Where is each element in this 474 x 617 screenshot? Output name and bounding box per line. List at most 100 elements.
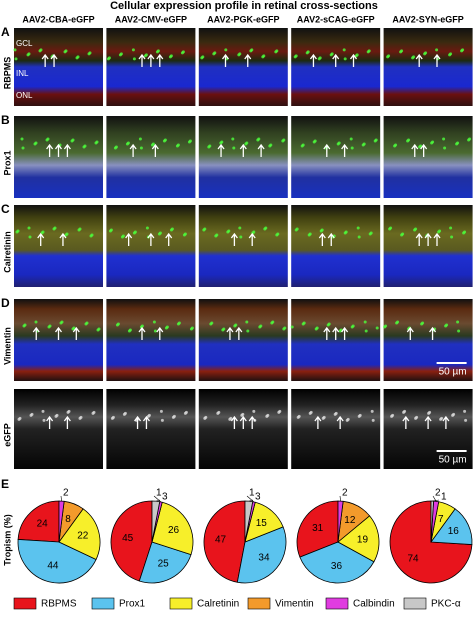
arrow [248, 232, 256, 246]
leader-line [339, 495, 341, 502]
slice-label: 44 [47, 560, 59, 571]
cell [342, 48, 346, 52]
arrow [411, 143, 419, 157]
cell [295, 227, 299, 231]
cell [275, 49, 279, 53]
cell [351, 324, 355, 328]
cell [71, 138, 75, 142]
cell [85, 321, 89, 325]
cell [374, 138, 378, 142]
arrow [341, 326, 349, 340]
cell [203, 227, 207, 231]
arrow [314, 415, 322, 429]
slice-label: 3 [162, 492, 168, 503]
pie-slice [337, 515, 380, 563]
cell [308, 232, 312, 236]
cell [204, 415, 208, 419]
cell [238, 226, 242, 230]
arrow [151, 143, 159, 157]
layer-label: GCL [16, 39, 33, 48]
micrograph [383, 299, 473, 381]
cell [257, 137, 261, 141]
row-label: Calretinin [2, 231, 12, 273]
cell [363, 320, 367, 324]
cell [64, 49, 68, 53]
cell [449, 52, 453, 56]
cell [119, 52, 123, 56]
cell [222, 327, 226, 331]
slice-label: 1 [441, 492, 447, 503]
arrow [424, 232, 432, 246]
slice-label: 25 [158, 559, 170, 570]
slice-label: 36 [331, 561, 343, 572]
panel-letter: B [1, 113, 10, 127]
arrow [318, 232, 326, 246]
arrow [323, 326, 331, 340]
cell [79, 415, 83, 419]
micrograph [291, 205, 381, 287]
arrow [156, 53, 164, 67]
cell [170, 227, 174, 231]
cell [181, 50, 185, 54]
figure-title: Cellular expression profile in retinal c… [110, 0, 378, 12]
arrow [327, 232, 335, 246]
legend-swatch [325, 597, 349, 610]
cell [156, 49, 160, 53]
cell [23, 323, 27, 327]
cell [391, 413, 395, 417]
cell [42, 418, 46, 422]
cell [264, 226, 268, 230]
arrow [257, 143, 265, 157]
cell [217, 410, 221, 414]
cell [241, 412, 245, 416]
slice-label: 1 [156, 488, 162, 499]
leader-line [246, 495, 255, 503]
cell [224, 48, 228, 52]
legend-label: Vimentin [275, 599, 314, 610]
cell [269, 143, 273, 147]
leader-line [248, 499, 254, 502]
cell [445, 323, 449, 327]
cell [172, 414, 176, 418]
arrow [142, 415, 150, 429]
pie-slice [110, 500, 153, 582]
cell [160, 418, 164, 422]
arrow [37, 232, 45, 246]
arrow [125, 232, 133, 246]
cell [90, 233, 94, 237]
cell [428, 410, 432, 414]
arrow [226, 326, 234, 340]
cell [16, 229, 20, 233]
cell [276, 232, 280, 236]
cell [13, 48, 17, 52]
legend-swatch [13, 597, 37, 610]
arrow [50, 53, 58, 67]
cell [95, 140, 99, 144]
arrow [248, 415, 256, 429]
arrow [230, 232, 238, 246]
cell [34, 141, 38, 145]
arrow [41, 53, 49, 67]
cell [48, 324, 52, 328]
legend-label: RBPMS [41, 599, 77, 610]
cell [282, 138, 286, 142]
cell [343, 57, 347, 61]
cell [239, 235, 243, 239]
cell [109, 228, 113, 232]
cell [131, 48, 135, 52]
cell [364, 329, 368, 333]
slice-label: 16 [448, 526, 460, 537]
cell [450, 235, 454, 239]
cell [139, 146, 143, 150]
cell [283, 326, 287, 330]
cell [449, 226, 453, 230]
micrograph [14, 205, 103, 287]
cell [337, 141, 341, 145]
cell [369, 231, 373, 235]
cell [176, 143, 180, 147]
cell [184, 410, 188, 414]
cell [318, 56, 322, 60]
slice-label: 45 [122, 533, 134, 544]
arrow [402, 415, 410, 429]
arrow [147, 232, 155, 246]
